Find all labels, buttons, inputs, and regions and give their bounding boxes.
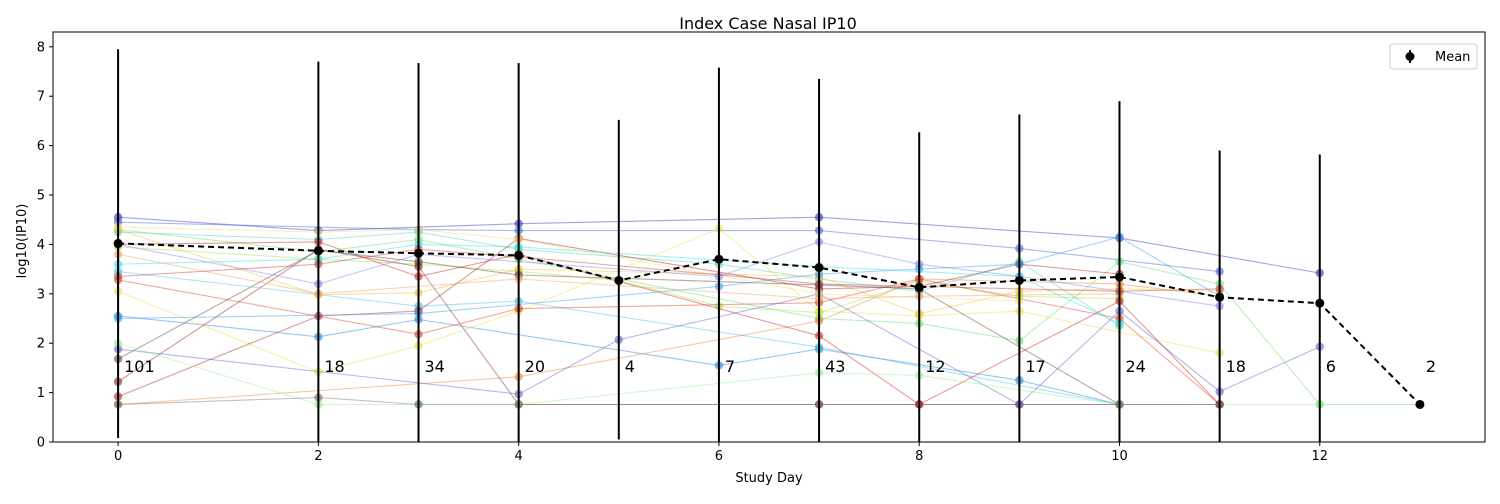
mean-series (113, 238, 1425, 409)
subject-line-21 (117, 253, 1120, 300)
count-label-5: 7 (725, 357, 735, 376)
mean-point-5 (714, 254, 724, 264)
legend-mean-label: Mean (1435, 50, 1470, 65)
mean-point-8 (1014, 275, 1024, 285)
subject-line-17 (118, 236, 1220, 320)
count-label-6: 43 (825, 357, 845, 376)
count-label-2: 34 (425, 357, 445, 376)
count-label-1: 18 (324, 357, 344, 376)
y-tick-label-1: 1 (37, 386, 45, 401)
y-tick-label-6: 6 (37, 139, 45, 154)
mean-point-7 (914, 282, 924, 292)
x-tick-label-4: 8 (915, 449, 923, 464)
mean-point-3 (514, 250, 524, 260)
legend-box (1389, 43, 1478, 70)
mean-point-1 (313, 246, 323, 256)
count-label-10: 18 (1226, 357, 1246, 376)
mean-point-2 (414, 248, 424, 258)
x-tick-label-6: 12 (1311, 449, 1328, 464)
mean-point-11 (1315, 298, 1325, 308)
y-axis-ticks: 0 1 2 3 4 5 6 7 8 (37, 40, 53, 451)
count-label-4: 4 (625, 357, 635, 376)
x-axis-label: Study Day (735, 471, 803, 486)
mean-point-12 (1415, 399, 1425, 409)
count-label-11: 6 (1326, 357, 1336, 376)
subject-line-23 (118, 396, 1220, 406)
y-tick-label-3: 3 (37, 287, 45, 302)
mean-point-4 (614, 275, 624, 285)
y-axis-label: log10(IP10) (15, 204, 30, 279)
sample-count-labels: 101 18 34 20 4 7 43 12 17 24 18 6 2 (124, 357, 1436, 376)
subject-line-20 (118, 226, 1020, 302)
x-tick-label-2: 4 (515, 449, 523, 464)
count-label-0: 101 (124, 357, 155, 376)
subject-line-9 (118, 278, 1220, 406)
subject-line-6 (118, 246, 1120, 314)
plot-frame (52, 31, 1486, 443)
subject-line-0 (118, 216, 1320, 274)
count-label-9: 24 (1125, 357, 1145, 376)
count-label-8: 17 (1025, 357, 1045, 376)
y-tick-label-8: 8 (37, 40, 45, 55)
x-tick-label-5: 10 (1111, 449, 1128, 464)
y-tick-label-2: 2 (37, 337, 45, 352)
count-label-7: 12 (925, 357, 945, 376)
x-axis-ticks: 0 2 4 6 8 10 12 (114, 442, 1328, 464)
y-tick-label-7: 7 (37, 90, 45, 105)
count-label-12: 2 (1426, 357, 1436, 376)
y-tick-label-4: 4 (37, 238, 45, 253)
x-tick-label-1: 2 (314, 449, 322, 464)
mean-line (118, 242, 1421, 406)
subject-line-16 (117, 241, 1220, 307)
subject-line-1 (118, 221, 1220, 273)
subject-line-19 (117, 342, 1320, 406)
mean-point-0 (113, 238, 123, 248)
mean-point-9 (1114, 272, 1124, 282)
y-tick-label-5: 5 (37, 189, 45, 204)
subject-lines (113, 213, 1425, 409)
mean-point-10 (1215, 292, 1225, 302)
subject-line-10 (118, 278, 1220, 405)
legend-mean-marker (1405, 52, 1415, 61)
x-tick-label-3: 6 (715, 449, 723, 464)
chart-title: Index Case Nasal IP10 (679, 14, 857, 33)
y-tick-label-0: 0 (37, 436, 45, 451)
mean-point-6 (814, 263, 824, 273)
mean-error-bars (117, 49, 1321, 442)
legend: Mean (1389, 43, 1478, 70)
subject-line-12 (117, 237, 1120, 398)
subject-line-11 (118, 241, 1220, 406)
count-label-3: 20 (525, 357, 545, 376)
x-tick-label-0: 0 (114, 449, 122, 464)
